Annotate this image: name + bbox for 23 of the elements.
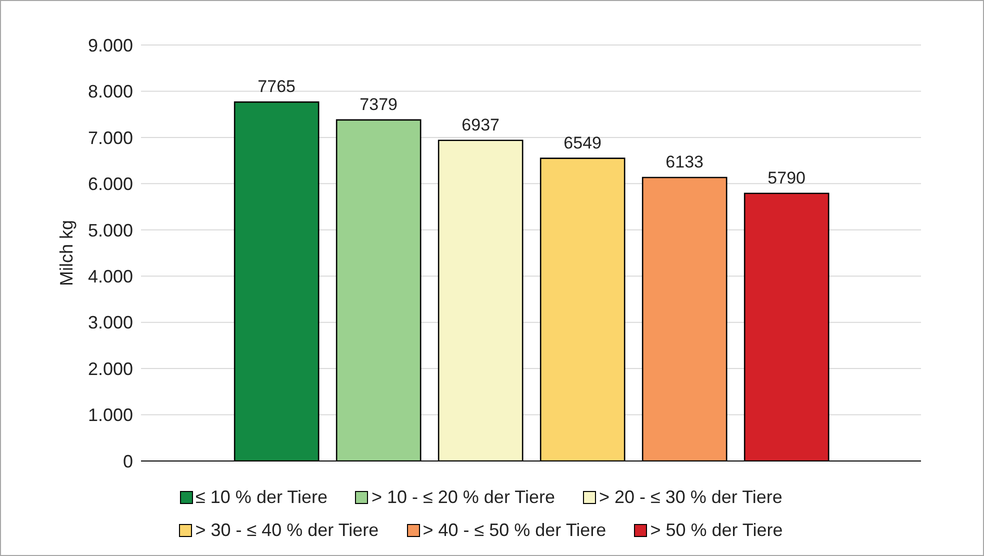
data-label: 7379 xyxy=(360,94,398,114)
legend-label: > 20 - ≤ 30 % der Tiere xyxy=(598,487,782,508)
y-tick-label: 6.000 xyxy=(88,174,133,194)
legend-label: > 40 - ≤ 50 % der Tiere xyxy=(422,520,606,541)
y-tick-label: 3.000 xyxy=(88,312,133,333)
data-label: 6937 xyxy=(462,115,500,134)
y-tick-label: 4.000 xyxy=(88,266,133,286)
y-axis-title: Milch kg xyxy=(56,220,76,286)
y-tick-label: 9.000 xyxy=(88,35,133,56)
data-label: 6133 xyxy=(666,152,704,172)
y-tick-label: 1.000 xyxy=(88,405,133,426)
data-label: 5790 xyxy=(768,168,806,188)
data-label: 7765 xyxy=(258,77,296,96)
data-label: 6549 xyxy=(564,133,602,152)
y-tick-label: 2.000 xyxy=(88,358,133,379)
legend-label: > 10 - ≤ 20 % der Tiere xyxy=(370,487,555,508)
legend-label: > 50 % der Tiere xyxy=(649,520,783,541)
y-tick-label: 5.000 xyxy=(88,220,133,240)
y-tick-label: 7.000 xyxy=(88,128,133,148)
legend-label: ≤ 10 % der Tiere xyxy=(194,487,328,508)
y-tick-label: 0 xyxy=(122,451,133,472)
legend-label: > 30 - ≤ 40 % der Tiere xyxy=(194,520,379,541)
y-tick-label: 8.000 xyxy=(88,82,133,102)
